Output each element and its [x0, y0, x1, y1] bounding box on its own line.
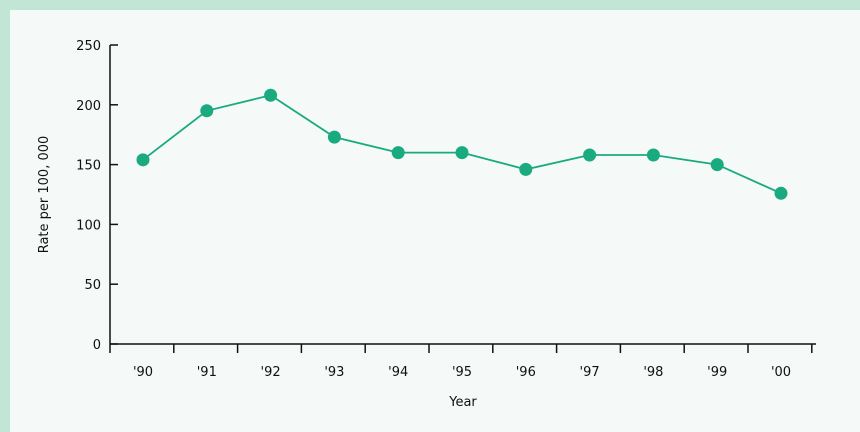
y-tick-label: 50 [84, 278, 101, 293]
data-point [583, 148, 597, 162]
x-ticks: '90 '91 '92 '93 '94 '95 '96 '97 '98 '99 '00 [109, 344, 813, 380]
x-tick-label: '93 [324, 365, 344, 380]
data-point [136, 153, 150, 167]
chart-panel: 0 50 100 150 200 250 '90 '91 '92 '93 '94 '95 '96 '97… [10, 10, 860, 432]
x-tick-label: '91 [197, 365, 217, 380]
x-tick-label: '95 [452, 365, 472, 380]
x-tick-label: '97 [580, 365, 600, 380]
y-tick-label: 100 [76, 218, 101, 233]
axes [109, 45, 816, 345]
y-tick-label: 150 [76, 159, 101, 174]
data-point [200, 104, 214, 118]
x-tick-label: '00 [771, 365, 791, 380]
y-ticks: 0 50 100 150 200 250 [76, 39, 118, 353]
x-tick-label: '96 [516, 365, 536, 380]
y-tick-label: 0 [93, 338, 101, 353]
data-point [327, 130, 341, 144]
y-tick-label: 250 [76, 39, 101, 54]
x-axis-title: Year [448, 395, 477, 410]
series-markers [136, 88, 788, 200]
x-tick-label: '99 [707, 365, 727, 380]
line-chart: 0 50 100 150 200 250 '90 '91 '92 '93 '94 '95 '96 '97… [37, 39, 816, 410]
x-tick-label: '90 [133, 365, 153, 380]
data-point [519, 162, 533, 176]
data-point [646, 148, 660, 162]
y-tick-label: 200 [76, 99, 101, 114]
series-line [142, 94, 782, 195]
x-tick-label: '92 [261, 365, 281, 380]
y-axis-title: Rate per 100, 000 [37, 136, 52, 254]
data-point [391, 146, 405, 160]
data-point [774, 186, 788, 200]
x-tick-label: '98 [643, 365, 663, 380]
data-point [455, 146, 469, 160]
data-point [264, 88, 278, 102]
x-tick-label: '94 [388, 365, 408, 380]
data-point [710, 158, 724, 172]
